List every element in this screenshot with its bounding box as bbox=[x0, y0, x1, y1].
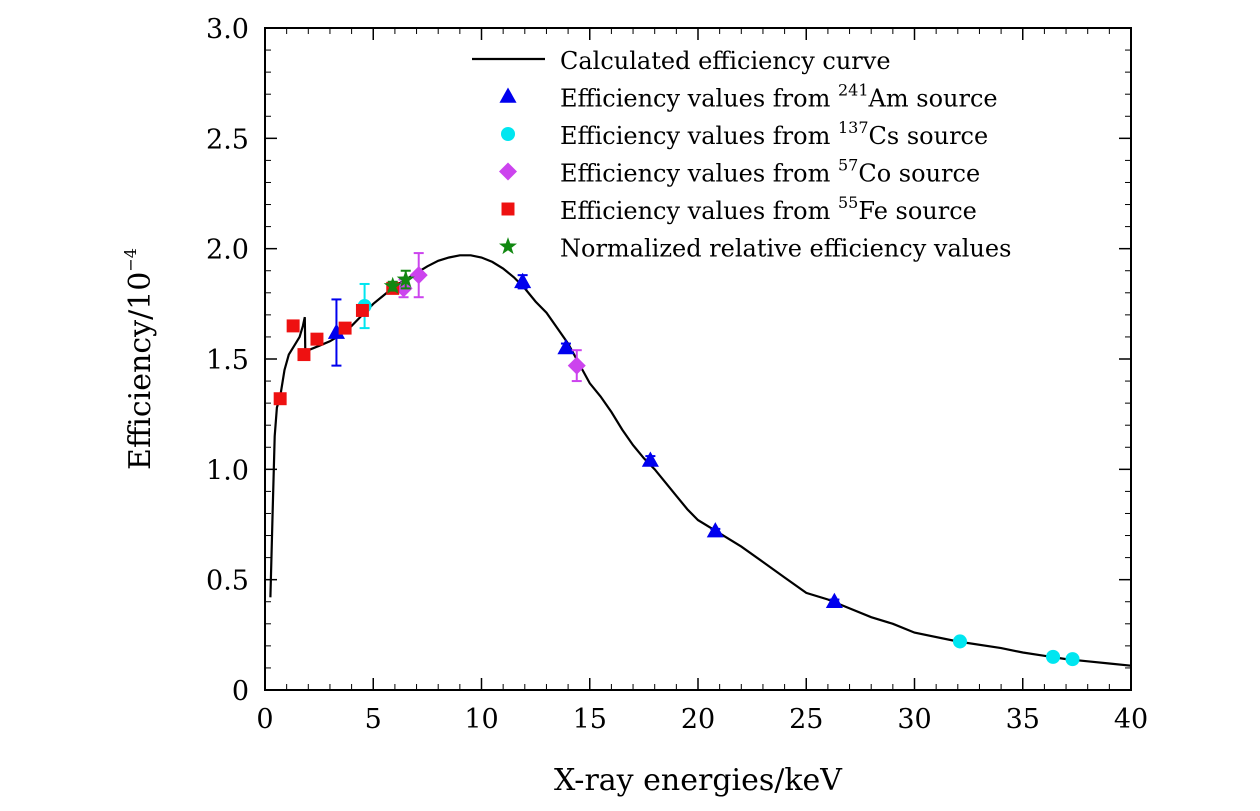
legend: Calculated efficiency curve Efficiency va… bbox=[472, 47, 1011, 263]
point-co bbox=[567, 356, 586, 375]
x-tick-label: 15 bbox=[573, 704, 607, 735]
x-tick-label: 25 bbox=[789, 704, 823, 735]
point-cs bbox=[952, 634, 967, 649]
legend-prefix: Efficiency values from bbox=[560, 160, 838, 188]
point-fe bbox=[355, 303, 369, 317]
x-axis-title: X-ray energies/keV bbox=[554, 763, 843, 798]
legend-element: Am source bbox=[868, 85, 998, 113]
legend-prefix: Efficiency values from bbox=[560, 197, 838, 225]
data-marks bbox=[273, 252, 1080, 667]
legend-element: Cs source bbox=[869, 122, 989, 150]
point-am bbox=[327, 323, 345, 339]
y-tick-label: 3.0 bbox=[206, 14, 249, 45]
legend-isotope: 57 bbox=[838, 156, 858, 175]
point-am bbox=[641, 451, 659, 467]
legend-prefix: Efficiency values from bbox=[560, 122, 838, 150]
y-tick-label: 0 bbox=[232, 676, 249, 707]
point-am bbox=[557, 338, 575, 355]
y-tick-label: 1.5 bbox=[206, 345, 249, 376]
y-axis-title-main: Efficiency/10 bbox=[123, 272, 158, 470]
point-co bbox=[409, 266, 428, 285]
legend-element: Co source bbox=[858, 160, 980, 188]
x-tick-label: 5 bbox=[365, 704, 382, 735]
point-cs bbox=[1065, 652, 1080, 667]
point-fe bbox=[273, 392, 287, 406]
x-tick-label: 10 bbox=[464, 704, 498, 735]
curve-layer bbox=[269, 254, 1132, 667]
legend-isotope: 55 bbox=[838, 193, 858, 212]
tick-labels: 0 5 10 15 20 25 30 35 40 0 0.5 1.0 1.5 2.0 2.5 3.0 bbox=[206, 14, 1148, 735]
x-tick-label: 0 bbox=[256, 704, 273, 735]
y-tick-label: 2.5 bbox=[206, 124, 249, 155]
legend-isotope: 241 bbox=[838, 81, 869, 100]
legend-curve-label: Calculated efficiency curve bbox=[560, 47, 891, 75]
point-fe bbox=[297, 348, 311, 362]
y-tick-label: 1.0 bbox=[206, 455, 249, 486]
legend-label: Efficiency values from 55Fe source bbox=[560, 193, 977, 225]
legend-marker-normalized bbox=[499, 237, 517, 255]
y-tick-label: 0.5 bbox=[206, 566, 249, 597]
legend-label: Efficiency values from 137Cs source bbox=[560, 118, 988, 150]
legend-marker-fe bbox=[501, 202, 515, 216]
x-tick-label: 30 bbox=[897, 704, 931, 735]
y-axis-title: Efficiency/10−4 bbox=[121, 248, 158, 470]
point-am bbox=[514, 272, 532, 289]
point-am bbox=[706, 522, 724, 538]
legend-element: Fe source bbox=[858, 197, 977, 225]
x-tick-label: 40 bbox=[1114, 704, 1148, 735]
point-normalized bbox=[396, 270, 415, 288]
legend-marker-co bbox=[499, 162, 517, 181]
legend-isotope: 137 bbox=[838, 118, 869, 137]
legend-label: Efficiency values from 241Am source bbox=[560, 81, 998, 113]
point-fe bbox=[338, 321, 352, 335]
legend-label: Efficiency values from 57Co source bbox=[560, 156, 980, 188]
plot-frame bbox=[264, 27, 1132, 691]
legend-marker-cs bbox=[500, 126, 516, 142]
y-axis-title-exponent: −4 bbox=[121, 248, 140, 272]
point-am bbox=[825, 592, 843, 609]
legend-label: Normalized relative efficiency values bbox=[560, 235, 1011, 263]
point-cs bbox=[1046, 649, 1061, 664]
y-tick-label: 2.0 bbox=[206, 235, 249, 266]
point-normalized bbox=[383, 276, 402, 294]
point-fe bbox=[310, 332, 324, 346]
legend-marker-am bbox=[499, 87, 517, 103]
efficiency-curve bbox=[269, 254, 1132, 667]
x-tick-label: 20 bbox=[681, 704, 715, 735]
point-fe bbox=[286, 319, 300, 333]
x-tick-label: 35 bbox=[1006, 704, 1040, 735]
legend-prefix: Efficiency values from bbox=[560, 85, 838, 113]
